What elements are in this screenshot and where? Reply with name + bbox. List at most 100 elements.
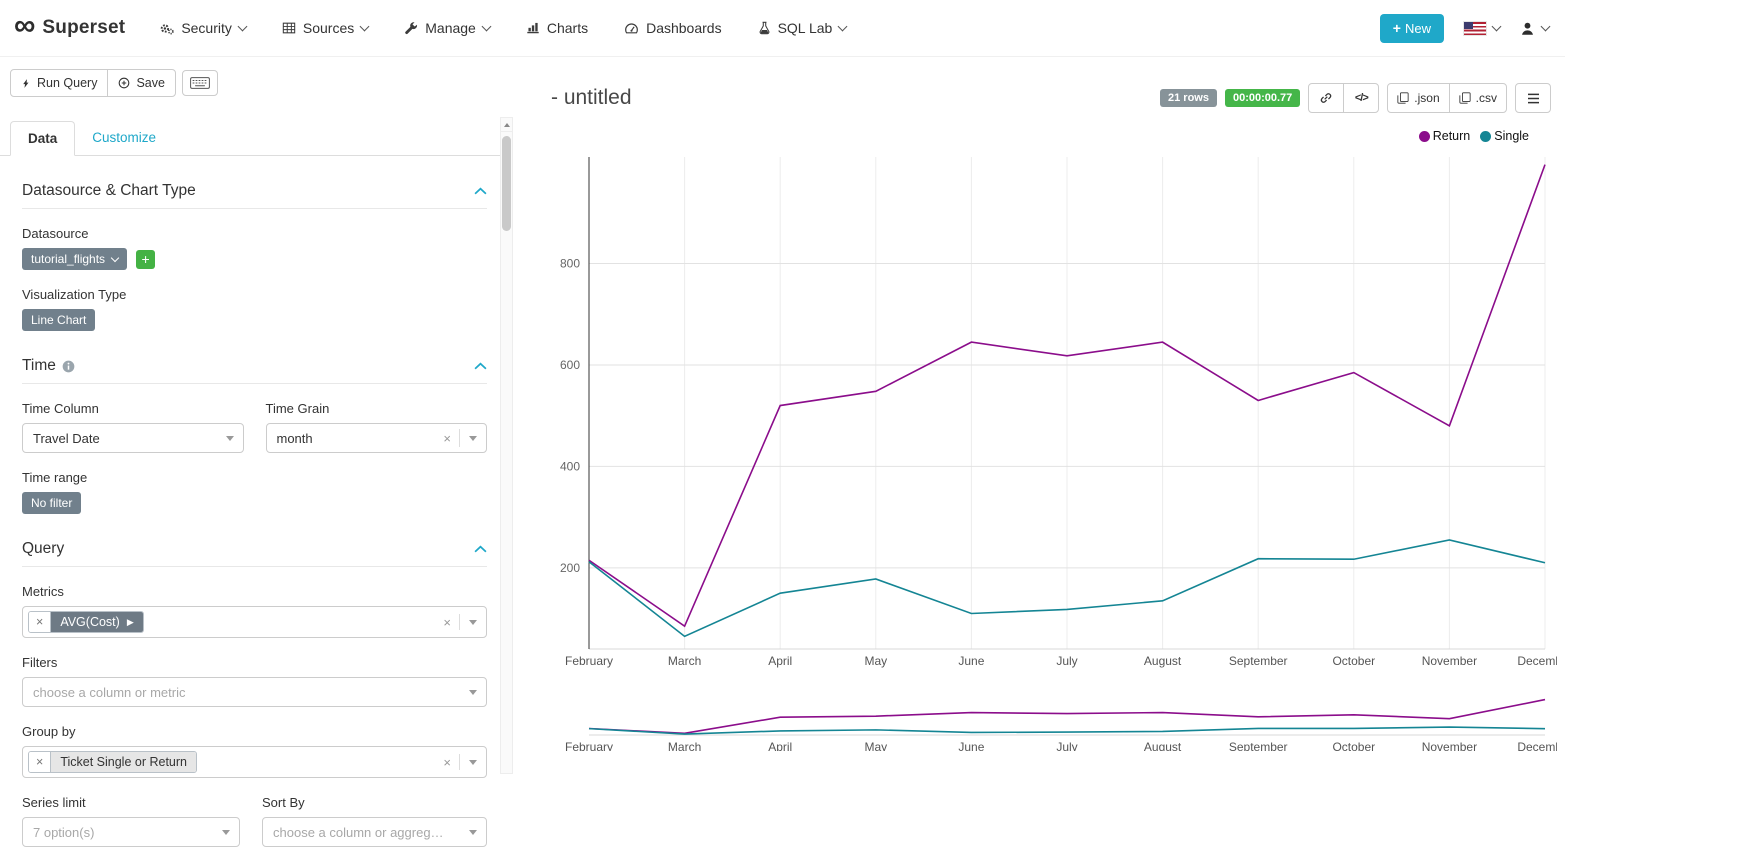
metric-chip-label: AVG(Cost) (60, 615, 120, 629)
nav-label: Sources (302, 20, 355, 36)
nav-item-dashboards[interactable]: Dashboards (624, 20, 722, 36)
svg-text:July: July (1056, 654, 1077, 668)
dropdown-arrow-icon[interactable] (213, 829, 239, 835)
row-count-badge: 21 rows (1160, 89, 1217, 107)
legend-item-return[interactable]: Return (1418, 129, 1470, 143)
dropdown-arrow-icon[interactable] (460, 829, 486, 835)
time-range-button[interactable]: No filter (22, 492, 82, 514)
clear-icon[interactable]: × (443, 754, 451, 770)
save-button[interactable]: Save (107, 69, 176, 97)
svg-text:August: August (1144, 740, 1182, 751)
filters-select[interactable]: choose a column or metric (22, 677, 487, 707)
groupby-chip[interactable]: × Ticket Single or Return (28, 751, 197, 773)
chevron-down-icon (359, 21, 370, 31)
panel-scrollbar[interactable] (500, 117, 513, 774)
add-datasource-button[interactable]: + (136, 249, 156, 269)
chart-header: - untitled 21 rows 00:00:00.77 </> (537, 83, 1565, 113)
section-time[interactable]: Time (22, 357, 487, 384)
line-chart[interactable]: 200 400 600 800 February March April May June Jul… (537, 147, 1557, 683)
mini-preview-chart[interactable]: February March April May June July August Septe… (537, 693, 1557, 751)
remove-icon[interactable]: × (29, 752, 52, 772)
time-column-value: Travel Date (33, 430, 100, 446)
chevron-down-icon (110, 253, 120, 262)
datasource-label: Datasource (22, 226, 89, 241)
superset-explore-page: ∞ Superset Security Sources (0, 10, 1565, 847)
gears-icon (159, 21, 174, 36)
time-range-value: No filter (31, 496, 73, 510)
export-json-button[interactable]: .json (1387, 83, 1450, 113)
time-range-label: Time range (22, 470, 88, 485)
user-menu[interactable] (1520, 21, 1551, 36)
legend-item-single[interactable]: Single (1480, 129, 1529, 143)
time-grain-select[interactable]: month × (265, 423, 487, 453)
new-button[interactable]: + New (1379, 13, 1444, 43)
scrollbar-thumb[interactable] (502, 136, 511, 231)
tab-data[interactable]: Data (10, 121, 76, 156)
section-title: Datasource & Chart Type (22, 182, 196, 199)
svg-text:April: April (768, 740, 792, 751)
dropdown-arrow-icon[interactable] (460, 759, 486, 765)
groupby-select[interactable]: × Ticket Single or Return × (22, 746, 487, 778)
nav-label: Dashboards (646, 20, 722, 36)
link-icon (1319, 91, 1333, 105)
dropdown-arrow-icon[interactable] (460, 689, 486, 695)
metrics-select[interactable]: × AVG(Cost) ▶ × (22, 606, 487, 638)
datasource-select[interactable]: tutorial_flights (22, 248, 128, 270)
navbar-right: + New (1379, 13, 1551, 43)
scrollbar-up-arrow[interactable] (501, 118, 512, 132)
series-limit-select[interactable]: 7 option(s) (22, 817, 240, 847)
embed-code-button[interactable]: </> (1343, 83, 1380, 113)
language-selector[interactable] (1464, 21, 1502, 35)
chevron-down-icon (1540, 21, 1551, 31)
svg-text:June: June (958, 654, 984, 668)
chevron-up-icon[interactable] (474, 545, 487, 553)
keyboard-shortcuts-button[interactable] (181, 70, 218, 96)
export-csv-button[interactable]: .csv (1448, 83, 1507, 113)
sort-by-select[interactable]: choose a column or aggregate function (262, 817, 487, 847)
run-query-button[interactable]: Run Query (10, 69, 109, 97)
nav-item-sources[interactable]: Sources (282, 20, 370, 36)
tab-label: Data (28, 131, 58, 146)
dropdown-arrow-icon[interactable] (217, 435, 243, 441)
keyboard-icon (190, 77, 210, 89)
caret-right-icon[interactable]: ▶ (126, 616, 134, 627)
chart-title[interactable]: - untitled (551, 86, 632, 109)
plus-icon: + (1392, 20, 1401, 36)
legend-label: Single (1494, 129, 1529, 143)
copy-icon (1397, 92, 1409, 104)
tab-customize[interactable]: Customize (75, 121, 173, 155)
svg-text:December: December (1517, 654, 1557, 668)
chevron-down-icon (1491, 21, 1502, 31)
superset-logo[interactable]: ∞ Superset (14, 11, 125, 41)
chevron-down-icon (481, 21, 492, 31)
table-icon (282, 21, 296, 35)
dashboard-icon (624, 21, 639, 36)
legend-dot (1418, 130, 1430, 142)
svg-text:July: July (1056, 740, 1077, 751)
save-label: Save (136, 76, 165, 90)
time-column-select[interactable]: Travel Date (22, 423, 244, 453)
dropdown-arrow-icon[interactable] (460, 435, 486, 441)
chevron-up-icon[interactable] (474, 187, 487, 195)
svg-text:May: May (864, 740, 887, 751)
svg-text:December: December (1517, 740, 1557, 751)
metric-chip[interactable]: × AVG(Cost) ▶ (28, 611, 144, 633)
section-datasource-chart-type[interactable]: Datasource & Chart Type (22, 182, 487, 209)
svg-text:200: 200 (560, 561, 580, 575)
svg-text:November: November (1422, 654, 1477, 668)
share-link-button[interactable] (1308, 83, 1345, 113)
chart-menu-button[interactable] (1515, 83, 1551, 113)
nav-item-charts[interactable]: Charts (526, 20, 588, 36)
nav-item-security[interactable]: Security (159, 20, 248, 36)
nav-item-sql-lab[interactable]: SQL Lab (758, 20, 848, 36)
section-query[interactable]: Query (22, 540, 487, 567)
clear-icon[interactable]: × (443, 614, 451, 630)
nav-item-manage[interactable]: Manage (404, 20, 492, 36)
svg-text:September: September (1229, 740, 1288, 751)
viz-type-select[interactable]: Line Chart (22, 309, 96, 331)
chevron-up-icon[interactable] (474, 362, 487, 370)
svg-text:September: September (1229, 654, 1288, 668)
remove-icon[interactable]: × (29, 612, 52, 632)
dropdown-arrow-icon[interactable] (460, 619, 486, 625)
clear-icon[interactable]: × (443, 430, 451, 446)
